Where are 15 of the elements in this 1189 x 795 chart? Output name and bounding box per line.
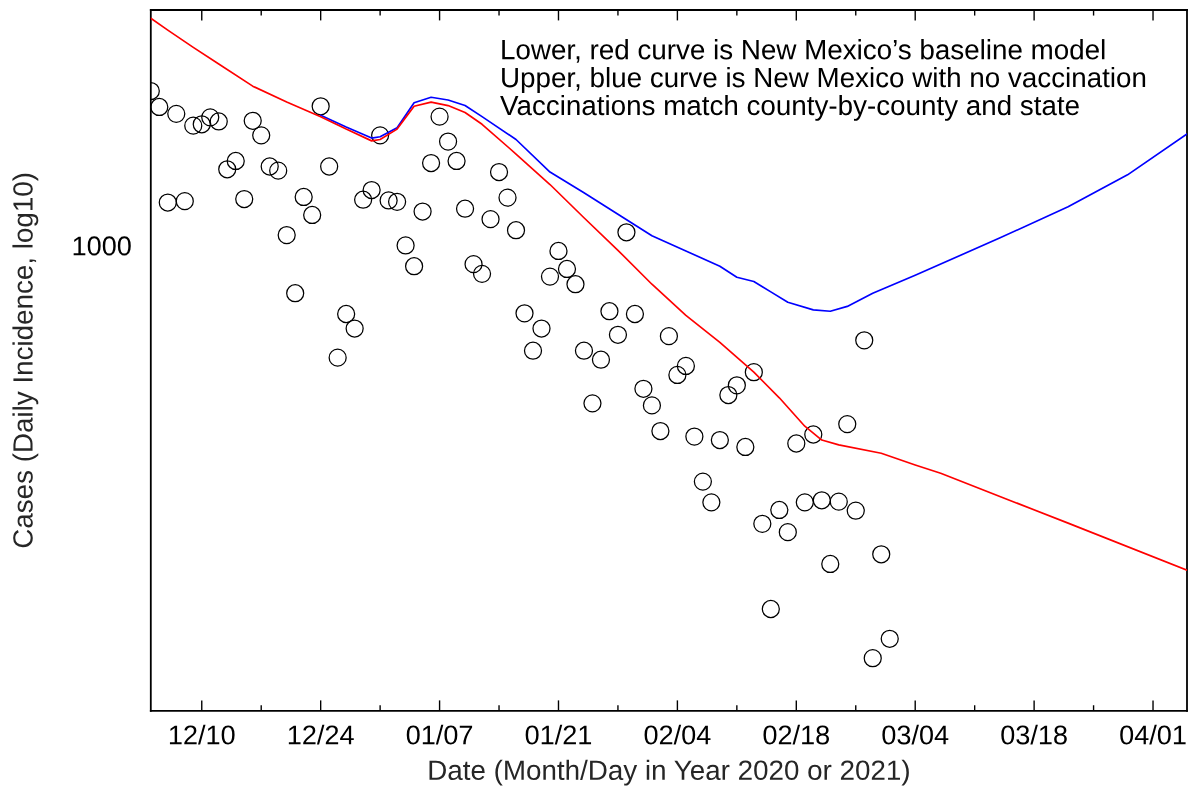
x-tick-label: 01/07 bbox=[406, 724, 473, 745]
annotation: Lower, red curve is New Mexico’s baseline model bbox=[502, 39, 1105, 63]
x-tick-label: 02/18 bbox=[763, 724, 830, 745]
x-tick-label: 03/18 bbox=[1001, 724, 1067, 745]
y-axis-title: Cases (Daily Incidence, log10) bbox=[12, 173, 39, 548]
text: 1000 bbox=[73, 236, 131, 256]
annotation: Upper, blue curve is New Mexico with no vaccination bbox=[502, 66, 1146, 93]
x-axis-title: Date (Month/Day in Year 2020 or 2021) bbox=[429, 759, 909, 786]
x-tick-label: 01/21 bbox=[525, 724, 592, 745]
annotation: Vaccinations match county-by-county and state bbox=[500, 94, 1079, 121]
x-tick-label: 12/10 bbox=[169, 724, 235, 745]
x-tick-label: 02/04 bbox=[644, 724, 711, 745]
x-tick-label: 12/24 bbox=[288, 724, 354, 745]
x-tick-label: 03/04 bbox=[882, 724, 949, 745]
x-tick-label: 04/01 bbox=[1120, 724, 1186, 745]
